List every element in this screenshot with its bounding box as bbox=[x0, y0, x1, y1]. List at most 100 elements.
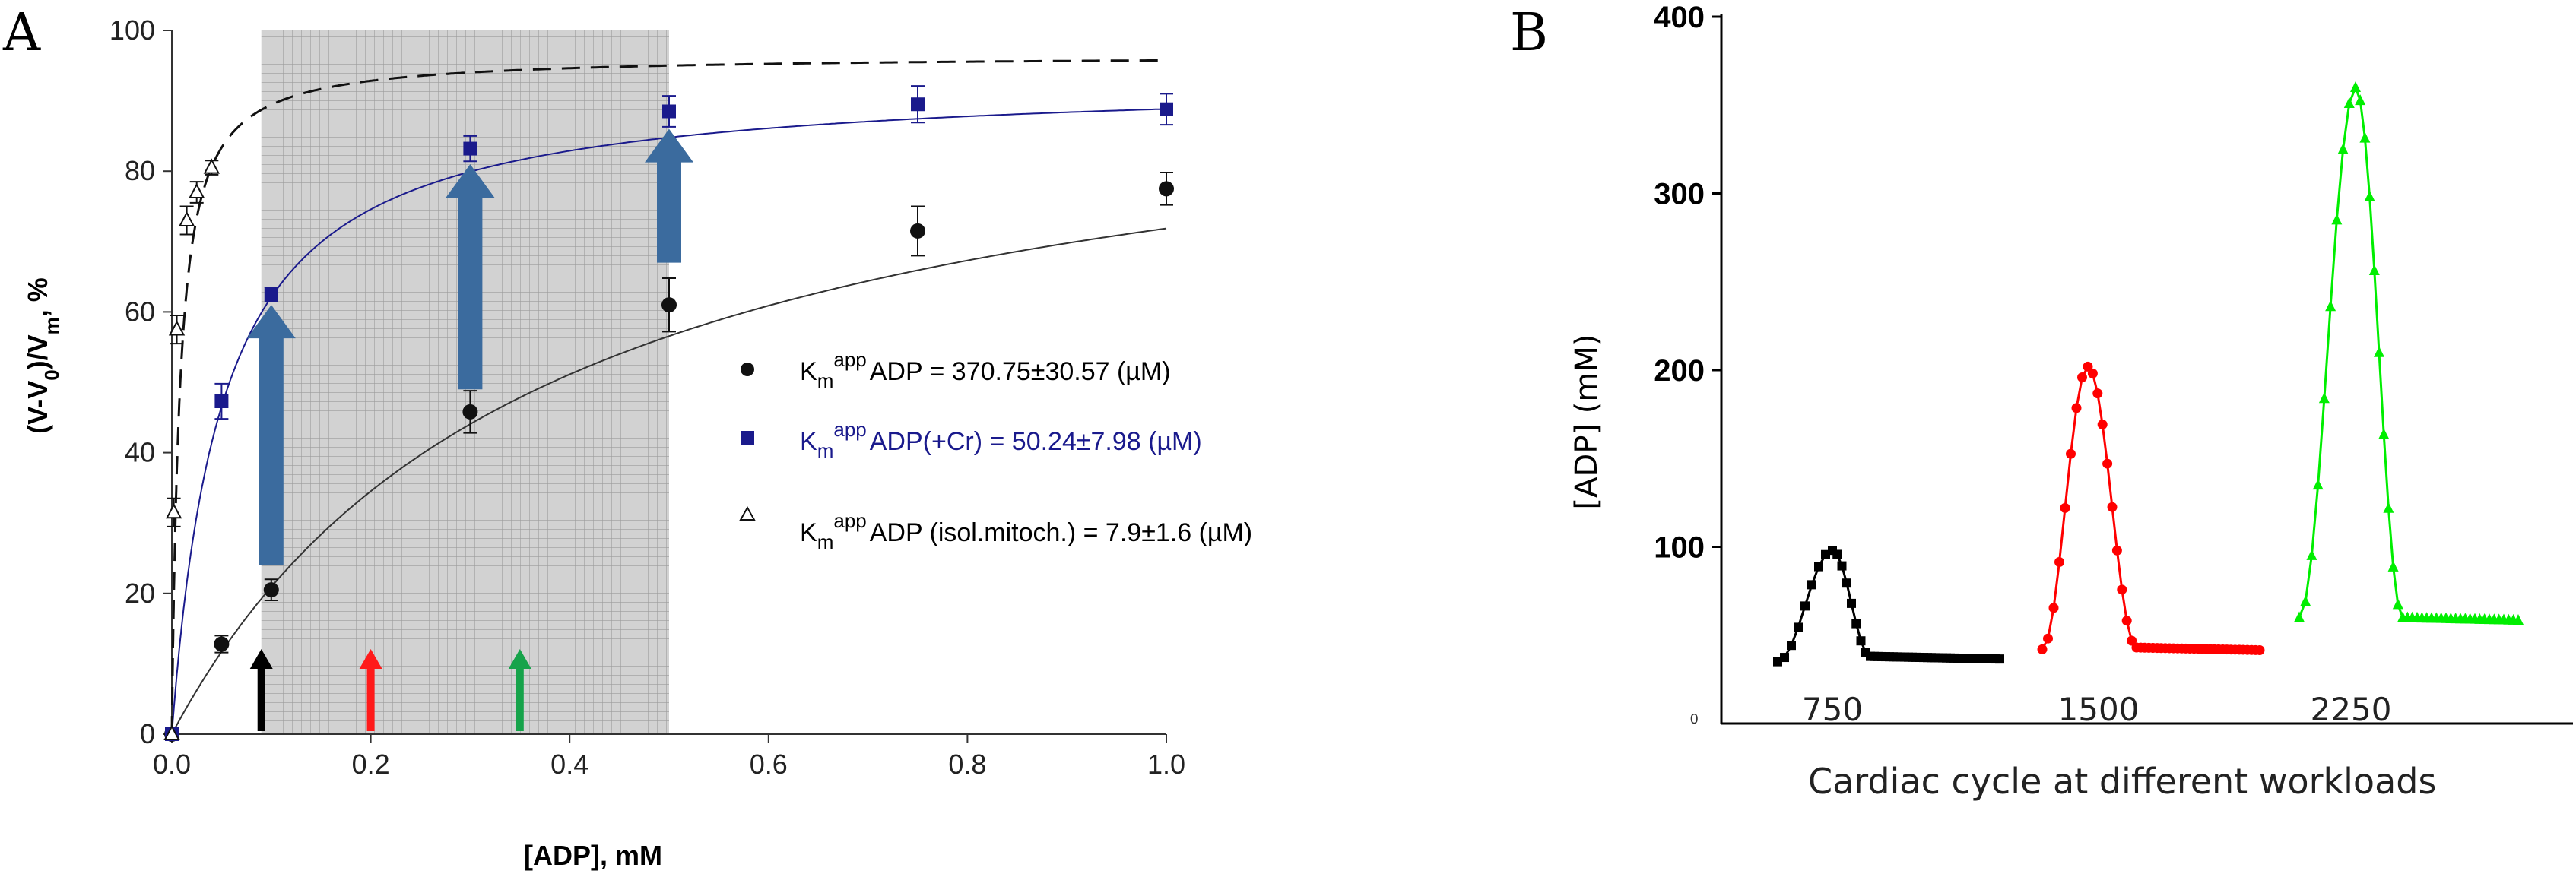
panel-a-x-tick-label: 0.6 bbox=[750, 749, 788, 780]
panel-b-marker-1500 bbox=[2066, 448, 2076, 459]
data-point-adp-cr bbox=[1160, 102, 1173, 116]
panel-a-legend: Kmapp ADP = 370.75±30.57 (µM) Kmapp ADP(+C… bbox=[739, 348, 1252, 553]
legend-marker-isol-mitoch bbox=[739, 505, 756, 521]
panel-b-x-axis-title: Cardiac cycle at different workloads bbox=[1808, 761, 2436, 802]
panel-b-series: 750 1500 2250 bbox=[1773, 81, 2524, 728]
panel-a-y-tick-label: 0 bbox=[140, 718, 155, 749]
workload-arrow bbox=[508, 649, 531, 731]
legend-entry-isol-mitoch: Kmapp ADP (isol.mitoch.) = 7.9±1.6 (µM) bbox=[800, 509, 1252, 553]
legend-entry-adp: Kmapp ADP = 370.75±30.57 (µM) bbox=[800, 348, 1171, 392]
panel-b-origin-label: 0 bbox=[1690, 711, 1699, 727]
panel-b-axes: 400 300 200 100 0 bbox=[1654, 1, 2573, 727]
data-point-isol-mitoch bbox=[163, 724, 180, 740]
panel-b-marker-750 bbox=[1995, 654, 2004, 664]
panel-a-arrows bbox=[246, 128, 693, 731]
workload-arrow bbox=[249, 649, 273, 731]
panel-a-y-axis-title: (V-V0)/Vm, % bbox=[22, 277, 63, 434]
panel-b-marker-2250 bbox=[2306, 549, 2317, 560]
panel-a-x-tick-label: 0.2 bbox=[352, 749, 390, 780]
panel-b-marker-1500 bbox=[2092, 388, 2103, 399]
panel-b-marker-1500 bbox=[2060, 502, 2070, 513]
panel-b-y-tick-label: 300 bbox=[1654, 178, 1705, 211]
panel-b-marker-1500 bbox=[2077, 372, 2087, 383]
data-point-isol-mitoch bbox=[203, 158, 220, 174]
panel-a-fit-curves bbox=[170, 59, 1167, 735]
panel-b-marker-750 bbox=[1780, 653, 1789, 663]
panel-b-marker-2250 bbox=[2355, 94, 2366, 106]
panel-b-category-label: 1500 bbox=[2058, 691, 2140, 728]
panel-b-marker-1500 bbox=[2121, 616, 2132, 626]
panel-b-marker-750 bbox=[1787, 641, 1796, 651]
panel-b-marker-2250 bbox=[2368, 264, 2380, 275]
panel-a-x-tick-label: 1.0 bbox=[1147, 749, 1185, 780]
fit-curve-square bbox=[171, 108, 1167, 734]
data-point-isol-mitoch bbox=[165, 503, 182, 519]
panel-a-y-tick-label: 100 bbox=[109, 14, 155, 46]
panel-b-marker-2250 bbox=[2312, 479, 2324, 490]
data-point-adp-cr bbox=[463, 141, 477, 156]
panel-b-marker-750 bbox=[1832, 549, 1842, 559]
panel-b-marker-2250 bbox=[2374, 346, 2384, 357]
legend-marker-adp-cr bbox=[741, 431, 754, 445]
data-point-adp-cr bbox=[911, 97, 925, 112]
data-point-isol-mitoch bbox=[189, 182, 205, 198]
panel-a-axes: 0 20 40 60 80 100 0.0 0.2 0.4 0.6 0.8 1.0 bbox=[109, 14, 1185, 780]
blue-increase-arrow bbox=[645, 128, 693, 263]
data-point-adp bbox=[462, 404, 478, 420]
panel-a-x-tick-label: 0.0 bbox=[153, 749, 191, 780]
panel-b-marker-750 bbox=[1837, 561, 1847, 571]
panel-b-marker-2250 bbox=[2331, 214, 2343, 225]
panel-b-marker-2250 bbox=[2392, 598, 2403, 610]
panel-b-category-label: 750 bbox=[1802, 691, 1863, 728]
panel-b-marker-2250 bbox=[2300, 595, 2311, 606]
panel-b-y-tick-label: 400 bbox=[1654, 1, 1705, 34]
panel-b-y-axis-title: [ADP] (mM) bbox=[1569, 334, 1604, 510]
panel-b-marker-750 bbox=[1851, 619, 1861, 629]
panel-b-marker-1500 bbox=[2111, 545, 2122, 556]
panel-a-x-tick-label: 0.4 bbox=[550, 749, 588, 780]
panel-b-marker-750 bbox=[1856, 636, 1866, 646]
panel-a-x-axis-title: [ADP], mM bbox=[524, 840, 662, 871]
panel-b-marker-1500 bbox=[2048, 603, 2059, 613]
panel-b-marker-2250 bbox=[2383, 502, 2394, 513]
legend-marker-adp bbox=[741, 363, 754, 376]
panel-a-x-tick-label: 0.8 bbox=[948, 749, 986, 780]
panel-b-marker-2250 bbox=[2325, 300, 2336, 312]
panel-b-marker-2250 bbox=[2387, 560, 2399, 572]
data-point-adp bbox=[1159, 181, 1174, 197]
panel-b-line-750 bbox=[1777, 549, 2000, 663]
panel-b-marker-2250 bbox=[2513, 613, 2524, 625]
blue-increase-arrow bbox=[246, 305, 296, 565]
panel-b-chart: B 400 300 200 100 0 750 1500 2250 [ADP] (mM) C… bbox=[1510, 1, 2573, 802]
panel-b-marker-750 bbox=[1847, 598, 1856, 608]
data-point-adp-cr bbox=[264, 287, 278, 302]
data-point-adp bbox=[214, 636, 230, 652]
panel-a-y-tick-label: 80 bbox=[125, 155, 155, 186]
data-point-adp-cr bbox=[214, 394, 229, 409]
panel-b-marker-1500 bbox=[2127, 635, 2137, 646]
panel-b-marker-1500 bbox=[2097, 420, 2108, 430]
panel-b-marker-1500 bbox=[2083, 361, 2093, 372]
panel-b-marker-2250 bbox=[2359, 131, 2371, 143]
panel-b-marker-750 bbox=[1842, 578, 1851, 588]
legend-entry-adp-cr: Kmapp ADP(+Cr) = 50.24±7.98 (µM) bbox=[800, 418, 1202, 462]
panel-b-marker-2250 bbox=[2350, 81, 2361, 92]
panel-b-marker-1500 bbox=[2037, 644, 2048, 654]
panel-b-marker-1500 bbox=[2107, 502, 2118, 512]
panel-b-marker-2250 bbox=[2364, 190, 2375, 201]
data-point-adp bbox=[910, 223, 925, 239]
panel-a-y-tick-label: 20 bbox=[125, 578, 155, 609]
panel-b-marker-750 bbox=[1800, 601, 1810, 611]
panel-b-marker-1500 bbox=[2087, 368, 2098, 378]
panel-b-marker-1500 bbox=[2117, 584, 2127, 595]
panel-a-chart: A 0 20 40 60 80 100 0.0 0.2 0.4 0.6 0.8 1.0 [ADP], … bbox=[2, 3, 1252, 871]
panel-b-marker-2250 bbox=[2337, 143, 2349, 154]
data-point-isol-mitoch bbox=[178, 211, 195, 227]
panel-a-y-tick-label: 40 bbox=[125, 437, 155, 468]
data-point-adp-cr bbox=[662, 104, 676, 119]
panel-b-y-tick-label: 200 bbox=[1654, 354, 1705, 388]
panel-b-marker-2250 bbox=[2378, 428, 2390, 439]
panel-b-marker-2250 bbox=[2294, 611, 2305, 622]
panel-b-marker-1500 bbox=[2102, 458, 2113, 469]
